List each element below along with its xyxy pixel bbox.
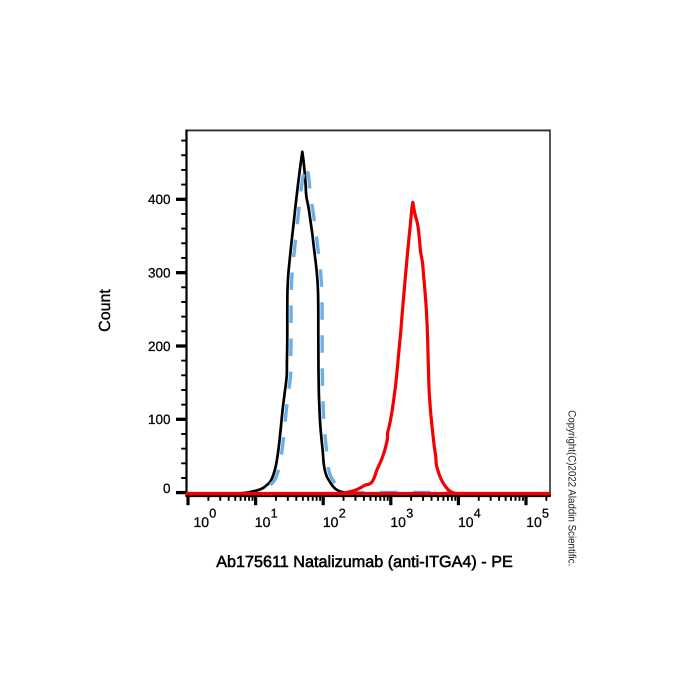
svg-text:5: 5 (542, 506, 549, 520)
svg-text:10: 10 (323, 514, 339, 530)
svg-text:10: 10 (458, 514, 474, 530)
svg-text:10: 10 (526, 514, 542, 530)
svg-text:300: 300 (148, 266, 171, 281)
svg-text:0: 0 (209, 506, 216, 520)
svg-text:Ab175611 Natalizumab (anti-ITG: Ab175611 Natalizumab (anti-ITGA4) - PE (216, 553, 513, 571)
svg-text:100: 100 (148, 412, 171, 427)
svg-text:10: 10 (255, 514, 271, 530)
svg-text:200: 200 (148, 339, 171, 354)
svg-text:4: 4 (474, 506, 481, 520)
svg-text:Copyright(C)2022 Aladdin Scien: Copyright(C)2022 Aladdin Scientific. (566, 410, 578, 566)
svg-text:10: 10 (194, 514, 210, 530)
svg-text:3: 3 (406, 506, 413, 520)
svg-text:2: 2 (339, 506, 346, 520)
svg-text:Count: Count (97, 289, 114, 332)
svg-text:10: 10 (390, 514, 406, 530)
svg-text:1: 1 (271, 506, 278, 520)
svg-text:400: 400 (148, 192, 171, 207)
svg-text:0: 0 (163, 481, 171, 496)
